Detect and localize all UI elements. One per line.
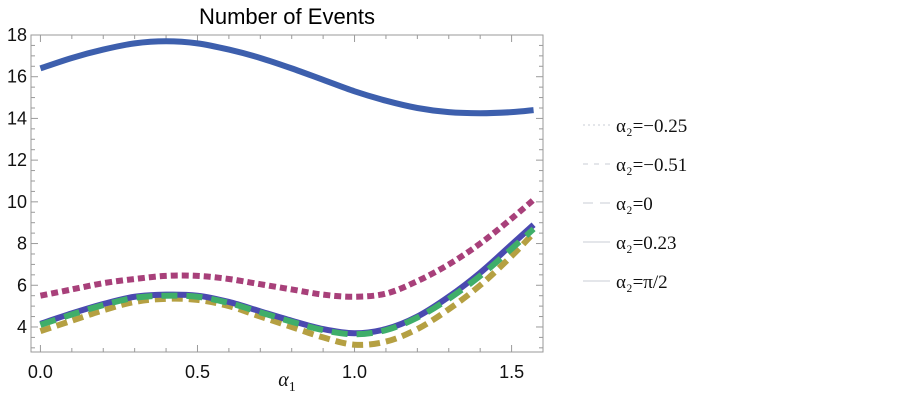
series-lines (39, 38, 536, 348)
x-axis-label: α1 (278, 369, 296, 395)
x-axis-label-main: α (278, 369, 289, 391)
legend-label: α₂=0.23 (616, 233, 677, 254)
legend-label: α₂=−0.25 (616, 116, 687, 137)
series-line (39, 226, 536, 338)
y-tick-label: 10 (7, 192, 27, 212)
x-tick-label: 0.5 (185, 362, 210, 382)
legend-label: α₂=π/2 (616, 272, 668, 293)
y-tick-labels: 4 6 8 10 12 14 16 18 (7, 25, 27, 337)
legend-label: α₂=0 (616, 194, 653, 215)
series-line (39, 222, 536, 337)
chart-title: Number of Events (199, 4, 375, 29)
y-tick-label: 8 (17, 234, 27, 254)
x-tick-label: 0.0 (28, 362, 53, 382)
y-tick-label: 14 (7, 108, 27, 128)
y-tick-label: 18 (7, 25, 27, 45)
series-line (39, 197, 536, 300)
x-tick-label: 1.0 (342, 362, 367, 382)
y-tick-label: 4 (17, 317, 27, 337)
y-tick-label: 16 (7, 67, 27, 87)
plot-frame (30, 34, 544, 353)
legend-label: α₂=−0.51 (616, 155, 687, 176)
y-tick-label: 12 (7, 150, 27, 170)
series-line (39, 38, 534, 117)
y-tick-label: 6 (17, 275, 27, 295)
x-axis-label-sub: 1 (289, 380, 296, 395)
x-tick-labels: 0.0 0.5 1.0 1.5 (28, 362, 524, 382)
x-tick-label: 1.5 (499, 362, 524, 382)
legend: α₂=−0.25 α₂=−0.51 α₂=0 α₂=0.23 α₂=π/2 (583, 116, 687, 293)
series-line (39, 231, 536, 348)
